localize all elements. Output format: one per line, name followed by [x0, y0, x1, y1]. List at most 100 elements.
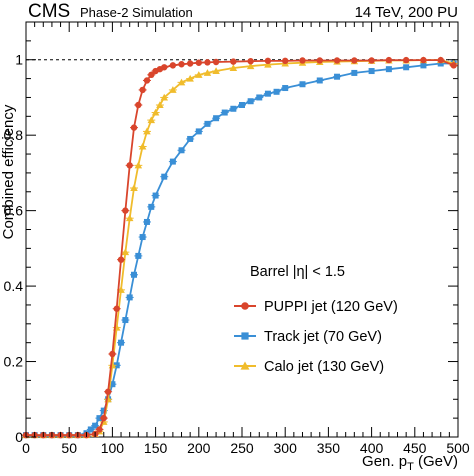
x-tick-label: 400: [360, 440, 384, 456]
data-point: [299, 81, 306, 88]
data-point: [334, 73, 341, 80]
legend-entry: Calo jet (130 GeV): [234, 359, 384, 375]
x-tick-label: 100: [101, 440, 125, 456]
data-point: [333, 57, 341, 64]
x-tick-label: 150: [144, 440, 168, 456]
data-point: [135, 101, 142, 109]
data-point: [368, 57, 375, 64]
data-point: [195, 59, 202, 66]
legend: Barrel |η| < 1.5 PUPPI jet (120 GeV) Trac…: [234, 264, 398, 375]
data-point: [203, 69, 212, 76]
data-point: [143, 127, 151, 135]
data-point: [147, 116, 156, 124]
legend-marker: [241, 302, 249, 310]
data-point: [246, 62, 255, 70]
data-point: [126, 162, 133, 169]
data-point: [247, 58, 254, 65]
data-point: [178, 147, 185, 154]
data-point: [178, 61, 185, 68]
data-point: [230, 105, 237, 112]
data-point: [229, 64, 238, 72]
data-point: [273, 88, 280, 95]
data-point: [152, 192, 159, 199]
data-point: [121, 248, 130, 256]
data-point: [402, 56, 410, 64]
data-point: [104, 388, 112, 395]
legend-label: Calo jet (130 GeV): [264, 359, 384, 375]
x-tick-label: 250: [230, 440, 254, 456]
legend-label: PUPPI jet (120 GeV): [264, 299, 398, 315]
data-point: [403, 64, 410, 71]
data-point: [212, 67, 220, 75]
data-point: [282, 85, 289, 92]
data-point: [368, 68, 375, 75]
data-point: [213, 115, 220, 122]
data-point: [100, 414, 107, 422]
data-point: [96, 415, 103, 422]
data-point: [130, 124, 138, 131]
legend-title: Barrel |η| < 1.5: [250, 264, 345, 280]
data-point: [148, 71, 155, 79]
data-point: [169, 86, 177, 93]
data-point: [177, 78, 186, 86]
data-point: [126, 294, 133, 301]
data-point: [187, 135, 194, 142]
data-point: [221, 109, 228, 116]
data-point: [113, 305, 120, 312]
energy-label: 14 TeV, 200 PU: [355, 4, 458, 21]
data-point: [87, 426, 94, 433]
data-point: [109, 381, 116, 388]
data-point: [125, 214, 134, 222]
cms-label: CMS: [28, 1, 70, 22]
y-axis-title: Combined efficiency: [0, 104, 17, 239]
data-point: [96, 426, 103, 433]
data-point: [139, 86, 146, 94]
data-point: [212, 58, 220, 66]
data-point: [437, 56, 444, 64]
legend-marker: [241, 332, 249, 340]
data-point: [385, 66, 392, 73]
x-tick-label: 350: [317, 440, 341, 456]
data-point: [247, 98, 254, 105]
data-point: [160, 93, 168, 101]
plot-border: [25, 21, 459, 438]
plot-frame: [25, 21, 459, 438]
data-point: [282, 57, 289, 65]
data-point: [161, 64, 168, 71]
series-layer: [22, 56, 458, 439]
data-point: [148, 203, 155, 210]
data-point: [351, 69, 358, 76]
data-point: [264, 60, 272, 68]
x-tick-label: 450: [403, 440, 427, 456]
data-point: [437, 60, 444, 67]
data-point: [450, 62, 457, 69]
data-point: [109, 350, 116, 358]
y-tick-label: 0.2: [4, 354, 24, 370]
data-point: [299, 57, 306, 64]
y-tick-label: 1: [15, 52, 23, 68]
data-point: [169, 158, 176, 165]
legend-entry: Track jet (70 GeV): [234, 329, 382, 345]
data-point: [186, 74, 194, 82]
y-tick-label: 0: [15, 429, 23, 445]
data-point: [230, 58, 237, 65]
data-point: [151, 108, 160, 116]
y-tick-label: 0.6: [4, 203, 24, 219]
x-tick-label: 200: [187, 440, 211, 456]
data-point: [204, 120, 211, 127]
series-square: [22, 60, 458, 439]
data-point: [239, 102, 245, 108]
data-point: [264, 90, 271, 97]
data-point: [122, 207, 129, 214]
data-point: [195, 71, 203, 78]
legend-entry: PUPPI jet (120 GeV): [234, 299, 398, 315]
axes-layer: 0 50 100 150 200 250 300 350 400 450 500 0 0.2 0.4 0.6…: [4, 21, 470, 456]
data-point: [143, 77, 151, 84]
data-point: [122, 317, 129, 324]
data-point: [117, 256, 125, 263]
x-axis-title: Gen. pT (GeV): [362, 453, 458, 473]
x-tick-label: 500: [446, 440, 470, 456]
y-tick-label: 0.4: [4, 278, 24, 294]
x-tick-label: 300: [274, 440, 298, 456]
